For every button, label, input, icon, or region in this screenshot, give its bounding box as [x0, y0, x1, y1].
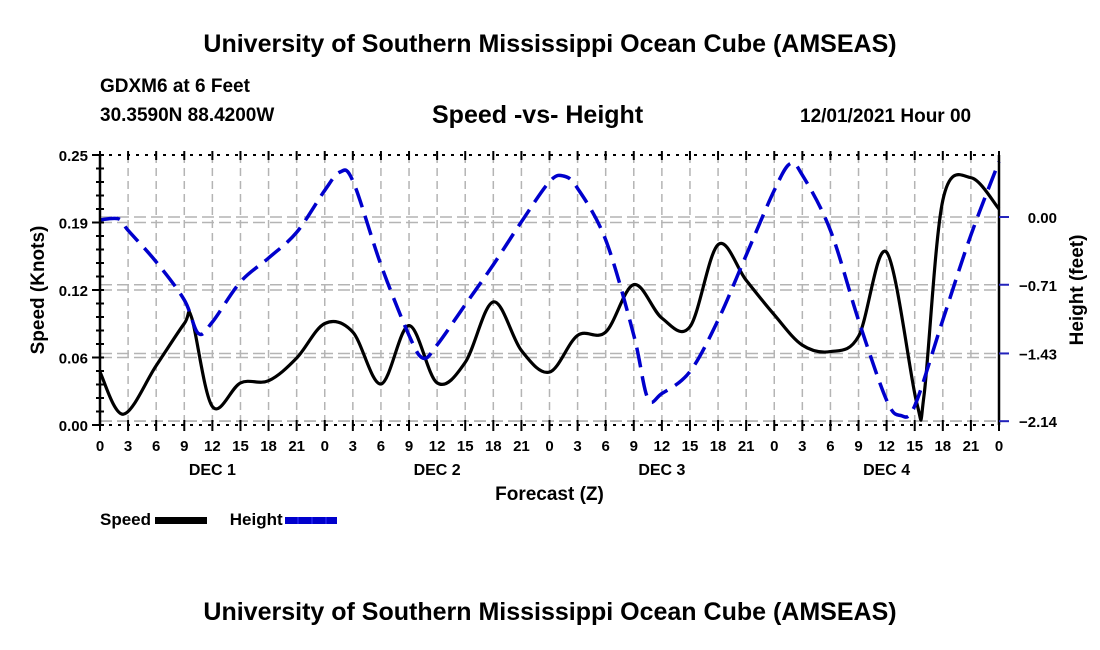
x-tick-label: 12 [429, 438, 446, 455]
x-tick-label: 6 [377, 438, 385, 455]
x-tick-label: 21 [963, 438, 980, 455]
station-label: GDXM6 at 6 Feet [100, 76, 250, 97]
x-tick-label: 12 [654, 438, 671, 455]
x-tick-label: 15 [457, 438, 474, 455]
x-tick-label: 9 [405, 438, 413, 455]
x-tick-label: 6 [152, 438, 160, 455]
x-tick-label: 3 [124, 438, 132, 455]
x-tick-label: 15 [232, 438, 249, 455]
x-tick-label: 15 [906, 438, 923, 455]
x-tick-label: 18 [710, 438, 727, 455]
forecast-datestamp: 12/01/2021 Hour 00 [800, 106, 972, 127]
legend-label-speed: Speed [100, 510, 152, 529]
y2-tick-label: −2.14 [1019, 414, 1058, 431]
y-tick-label: 0.00 [59, 418, 88, 435]
legend-swatch-speed [155, 516, 208, 524]
series-line-speed [98, 173, 1001, 422]
x-tick-label: 0 [545, 438, 553, 455]
x-tick-label: 3 [349, 438, 357, 455]
x-tick-label: 12 [878, 438, 895, 455]
y2-axis-title: Height (feet) [1067, 235, 1088, 346]
axis-labels: 0 3 6 9 12 15 18 21 0 3 6 9 12 15 18 21 0 3 6 9 12 15 18 21 0 3 6 9… [28, 148, 1088, 505]
day-label: DEC 2 [414, 462, 461, 479]
x-tick-label: 9 [854, 438, 862, 455]
series-line-height [99, 160, 1001, 419]
coordinates-label: 30.3590N 88.4200W [100, 105, 275, 126]
axes [92, 151, 1009, 431]
legend-item-speed: Speed [100, 510, 208, 530]
y2-tick-label: −0.71 [1019, 278, 1057, 295]
y2-tick-label: 0.00 [1028, 210, 1057, 227]
series-layer [98, 160, 1001, 422]
legend-item-height: Height [230, 510, 337, 530]
y-tick-label: 0.12 [59, 283, 88, 300]
y-tick-label: 0.19 [59, 216, 88, 233]
legend-swatch-height [284, 516, 337, 524]
x-tick-label: 18 [485, 438, 502, 455]
x-tick-label: 0 [96, 438, 104, 455]
x-tick-label: 6 [826, 438, 834, 455]
x-tick-label: 3 [573, 438, 581, 455]
x-tick-label: 0 [995, 438, 1003, 455]
x-tick-label: 18 [260, 438, 277, 455]
y2-tick-label: −1.43 [1019, 346, 1057, 363]
y-tick-label: 0.25 [59, 148, 88, 165]
main-title: University of Southern Mississippi Ocean… [203, 30, 897, 58]
day-label: DEC 4 [863, 462, 910, 479]
y-tick-label: 0.06 [59, 351, 88, 368]
day-label: DEC 3 [638, 462, 685, 479]
x-tick-label: 6 [602, 438, 610, 455]
x-tick-label: 9 [630, 438, 638, 455]
chart-title: Speed -vs- Height [432, 101, 644, 129]
x-tick-label: 3 [798, 438, 806, 455]
footer-title: University of Southern Mississippi Ocean… [203, 598, 897, 626]
x-tick-label: 18 [934, 438, 951, 455]
x-tick-label: 9 [180, 438, 188, 455]
x-tick-label: 15 [682, 438, 699, 455]
legend: Speed Height [100, 510, 355, 530]
x-tick-label: 21 [513, 438, 530, 455]
x-tick-label: 0 [770, 438, 778, 455]
x-tick-label: 12 [204, 438, 221, 455]
day-label: DEC 1 [189, 462, 236, 479]
x-tick-label: 0 [321, 438, 329, 455]
x-tick-label: 21 [738, 438, 755, 455]
x-axis-title: Forecast (Z) [495, 484, 604, 505]
y-axis-title: Speed (Knots) [28, 226, 49, 355]
legend-label-height: Height [229, 510, 283, 529]
x-tick-label: 21 [288, 438, 305, 455]
